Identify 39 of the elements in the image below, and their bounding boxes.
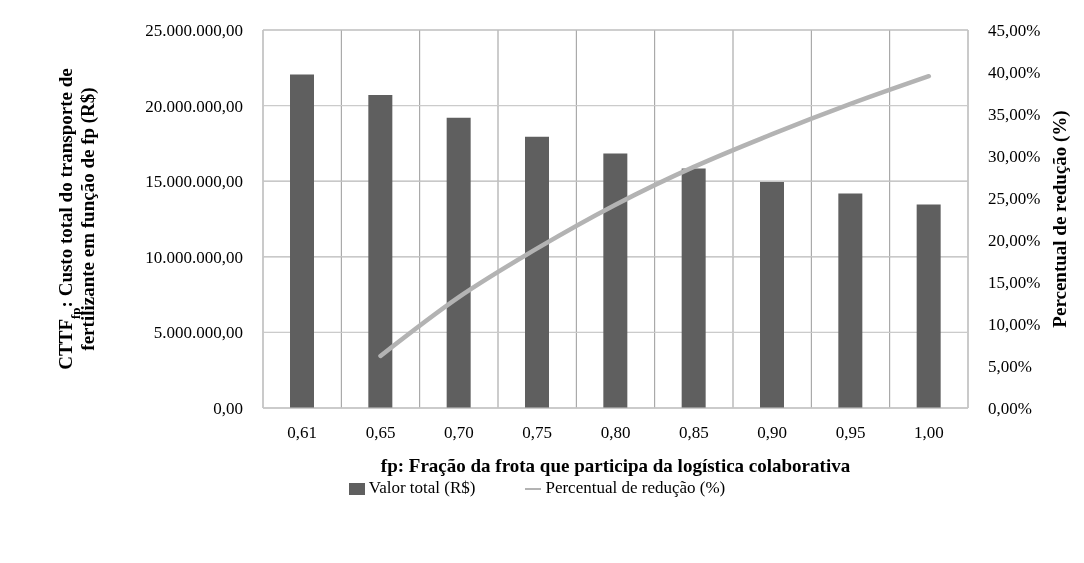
y2-tick-label: 35,00%	[988, 105, 1041, 125]
y-tick-label: 15.000.000,00	[145, 172, 243, 192]
bar	[368, 95, 393, 408]
y2-axis-title: Percentual de redução (%)	[1049, 110, 1071, 328]
x-tick-label: 0,90	[757, 423, 788, 443]
bar	[290, 74, 314, 408]
x-tick-label: 0,61	[287, 423, 318, 443]
legend-label: Percentual de redução (%)	[545, 478, 726, 497]
x-tick-label: 1,00	[913, 423, 944, 443]
y-tick-label: 20.000.000,00	[145, 96, 243, 116]
y2-tick-label: 10,00%	[988, 315, 1041, 335]
line-series	[378, 73, 932, 359]
x-tick-label: 0,75	[522, 423, 553, 443]
x-tick-label: 0,70	[443, 423, 474, 443]
y-tick-label: 0,00	[213, 399, 243, 419]
bar	[603, 153, 628, 408]
bar	[760, 181, 784, 408]
y2-tick-label: 20,00%	[988, 231, 1041, 251]
y2-tick-label: 25,00%	[988, 189, 1041, 209]
x-tick-label: 0,80	[600, 423, 631, 443]
bar	[681, 168, 706, 408]
y2-tick-label: 40,00%	[988, 63, 1041, 83]
y2-tick-label: 30,00%	[988, 147, 1041, 167]
bar	[838, 193, 863, 408]
y-tick-label: 10.000.000,00	[145, 247, 243, 267]
x-tick-label: 0,65	[365, 423, 396, 443]
legend-label: Valor total (R$)	[368, 478, 476, 497]
y-tick-label: 5.000.000,00	[153, 323, 243, 343]
x-axis-title: fp: Fração da frota que participa da logística colaborativa	[380, 455, 851, 476]
y2-tick-label: 15,00%	[988, 273, 1041, 293]
bar	[446, 117, 471, 408]
y2-tick-label: 5,00%	[988, 357, 1032, 377]
y-tick-label: 25.000.000,00	[145, 21, 243, 41]
bar	[525, 136, 549, 408]
x-tick-label: 0,85	[678, 423, 709, 443]
x-tick-label: 0,95	[835, 423, 866, 443]
bar	[916, 204, 941, 408]
y2-tick-label: 45,00%	[988, 21, 1041, 41]
y2-tick-label: 0,00%	[988, 399, 1032, 419]
